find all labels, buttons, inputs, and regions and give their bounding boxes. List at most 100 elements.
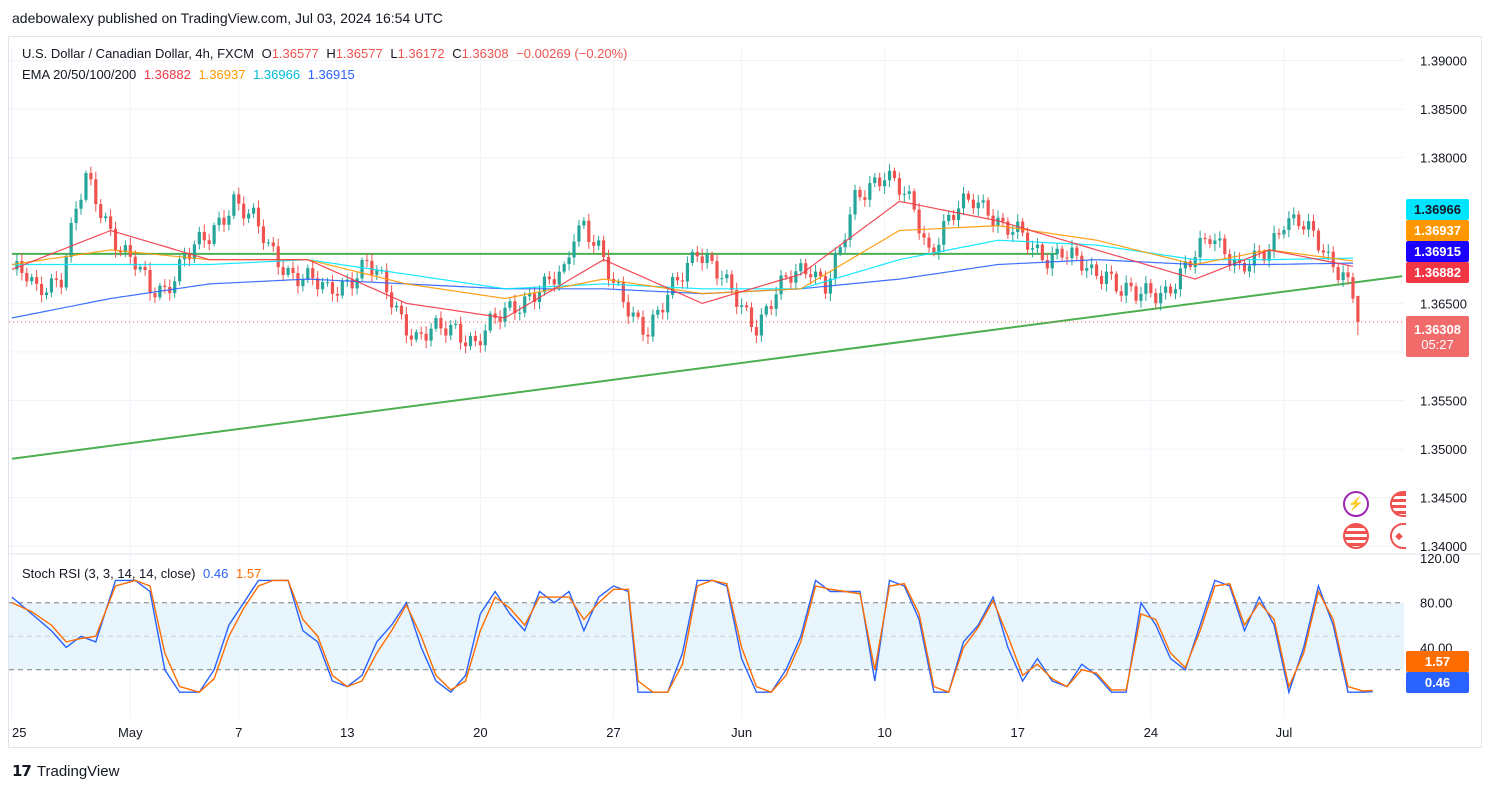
candle <box>996 210 1000 234</box>
publish-bar: adebowalexy published on TradingView.com… <box>0 0 1496 36</box>
candle <box>942 213 946 252</box>
candle-body <box>567 257 571 265</box>
time-tick-label: 17 <box>1010 725 1024 740</box>
us-flag-icon[interactable] <box>1390 491 1406 517</box>
candle <box>626 294 630 325</box>
us-flag-icon[interactable] <box>1343 523 1369 549</box>
candle <box>459 316 463 350</box>
candle <box>700 248 704 271</box>
candle <box>917 203 921 240</box>
candle <box>897 172 901 201</box>
stoch-d-value: 1.57 <box>235 566 262 581</box>
candle <box>1316 228 1321 253</box>
price-tick-label: 1.35500 <box>1420 393 1467 408</box>
candle-body <box>1316 230 1321 251</box>
candle <box>1277 228 1281 240</box>
candle-body <box>1272 233 1276 251</box>
candle <box>286 265 290 278</box>
candle-body <box>754 327 759 336</box>
candle-body <box>444 328 448 336</box>
candle-body <box>227 215 231 225</box>
candle-body <box>784 275 788 277</box>
candle-body <box>449 324 453 336</box>
low-label: L <box>390 46 398 61</box>
candle <box>1080 251 1084 276</box>
price-tick-label: 1.34500 <box>1420 491 1467 506</box>
candle-body <box>1193 257 1197 268</box>
candle-body <box>675 276 680 281</box>
candle-body <box>197 231 201 245</box>
candle <box>1109 265 1113 280</box>
candle-body <box>483 330 487 346</box>
candle-body <box>15 260 19 270</box>
candle <box>1321 244 1325 259</box>
candle <box>848 206 852 248</box>
candle <box>266 238 270 247</box>
footer-brand: 𝟭𝟳 TradingView <box>12 762 119 781</box>
candle-body <box>394 305 399 308</box>
candle <box>251 203 256 219</box>
candle-body <box>94 179 98 205</box>
candle-body <box>360 260 364 279</box>
candle-body <box>503 307 507 322</box>
candle-body <box>1080 255 1084 271</box>
price-tick-label: 1.39000 <box>1420 54 1467 69</box>
candle-body <box>602 240 606 258</box>
candle-body <box>1124 282 1128 296</box>
candle <box>1134 282 1138 305</box>
candle-body <box>671 276 675 295</box>
candle <box>1198 230 1202 265</box>
candle <box>518 305 522 321</box>
candle-body <box>547 276 551 280</box>
candle <box>454 319 458 330</box>
candle-body <box>1090 264 1094 269</box>
lightning-icon[interactable]: ⚡ <box>1343 491 1369 517</box>
candle <box>671 272 675 299</box>
candle-body <box>1262 252 1266 261</box>
ema100-line <box>12 239 1354 290</box>
candle <box>20 253 24 281</box>
candle-body <box>695 251 699 257</box>
candle-body <box>1021 221 1025 233</box>
candle <box>69 217 73 263</box>
candle <box>1252 243 1256 274</box>
candle-body <box>789 276 793 283</box>
candle <box>79 193 83 215</box>
candle-body <box>1326 251 1330 253</box>
candle-body <box>54 278 58 280</box>
candle <box>138 263 142 273</box>
candle-body <box>1331 251 1335 268</box>
candle <box>49 273 54 298</box>
candle <box>725 269 729 283</box>
candle-body <box>764 306 768 315</box>
candle-body <box>1030 248 1035 250</box>
candle-body <box>641 316 645 335</box>
candle <box>468 332 473 350</box>
candle-body <box>897 178 901 195</box>
candle <box>1178 260 1183 297</box>
candle <box>212 222 216 247</box>
candle <box>390 285 394 315</box>
candle <box>301 274 305 292</box>
symbol-title: U.S. Dollar / Canadian Dollar, 4h, FXCM <box>22 46 254 61</box>
candle <box>271 237 275 252</box>
candle <box>44 288 49 300</box>
time-tick-label: 27 <box>606 725 620 740</box>
candle-body <box>281 267 285 275</box>
candle <box>927 232 931 253</box>
candle-body <box>917 209 921 234</box>
ca-flag-icon[interactable]: ◆ <box>1390 523 1406 549</box>
candle <box>907 185 911 200</box>
candle-body <box>385 270 389 293</box>
candle <box>1085 260 1089 279</box>
candle-body <box>1252 250 1256 266</box>
candle <box>104 212 108 222</box>
candle-body <box>242 203 246 219</box>
candle <box>991 208 995 233</box>
candle-body <box>1247 265 1252 272</box>
candle <box>1311 214 1316 238</box>
candle-body <box>542 276 547 293</box>
candle <box>523 291 527 318</box>
candle-body <box>710 254 714 262</box>
